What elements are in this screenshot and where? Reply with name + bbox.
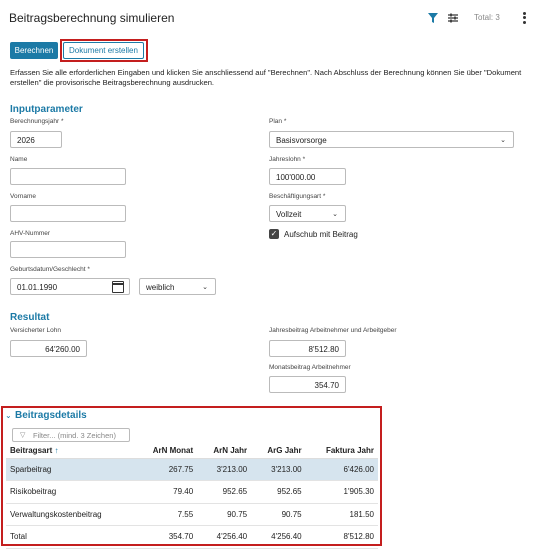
- plan-value: Basisvorsorge: [276, 136, 327, 145]
- table-row-total[interactable]: Total 354.70 4'256.40 4'256.40 8'512.80: [6, 525, 378, 549]
- insured-label: Versicherter Lohn: [10, 327, 61, 334]
- sort-arrow-icon: ↑: [54, 445, 59, 455]
- employment-label: Beschäftigungsart *: [269, 193, 326, 200]
- table-row[interactable]: Sparbeitrag 267.75 3'213.00 3'213.00 6'4…: [6, 458, 378, 481]
- table-header-row: Beitragsart ↑ ArN Monat ArN Jahr ArG Jah…: [6, 443, 378, 459]
- table-cell: 952.65: [251, 480, 306, 504]
- chevron-down-icon: ⌄: [332, 211, 338, 218]
- birthdate-value: 01.01.1990: [17, 283, 58, 292]
- deferral-label: Aufschub mit Beitrag: [284, 230, 358, 239]
- table-cell: 267.75: [134, 458, 198, 481]
- column-header[interactable]: ArN Monat: [134, 443, 198, 459]
- table-cell: Sparbeitrag: [6, 458, 135, 481]
- deferral-checkbox[interactable]: ✓: [269, 229, 279, 239]
- create-document-button[interactable]: Dokument erstellen: [63, 42, 144, 59]
- collapse-chevron-icon[interactable]: ⌄: [5, 411, 12, 420]
- table-cell: 3'213.00: [197, 458, 252, 481]
- details-table: Beitragsart ↑ ArN Monat ArN Jahr ArG Jah…: [6, 443, 378, 549]
- plan-select[interactable]: Basisvorsorge ⌄: [269, 131, 514, 148]
- filter-icon: ▽: [20, 432, 26, 439]
- table-row[interactable]: Verwaltungskostenbeitrag 7.55 90.75 90.7…: [6, 503, 378, 526]
- table-cell: 6'426.00: [305, 458, 378, 481]
- table-cell: Total: [6, 525, 135, 549]
- page-title: Beitragsberechnung simulieren: [9, 11, 175, 25]
- table-cell: 181.50: [305, 503, 378, 526]
- intro-text: Erfassen Sie alle erforderlichen Eingabe…: [10, 68, 522, 87]
- calendar-icon[interactable]: [112, 281, 124, 293]
- column-header[interactable]: ArN Jahr: [197, 443, 252, 459]
- firstname-input[interactable]: [10, 205, 126, 222]
- insured-salary-field: 64'260.00: [10, 340, 87, 357]
- filter-icon[interactable]: [426, 11, 440, 25]
- table-cell: 90.75: [197, 503, 252, 526]
- monthly-contribution-field: 354.70: [269, 376, 346, 393]
- plan-label: Plan *: [269, 118, 287, 125]
- header-bar: Beitragsberechnung simulieren Total: 3: [0, 0, 537, 36]
- table-cell: 1'905.30: [305, 480, 378, 504]
- details-section-title[interactable]: Beitragsdetails: [15, 410, 87, 421]
- filter-placeholder: Filter... (mind. 3 Zeichen): [33, 431, 116, 440]
- table-cell: 354.70: [134, 525, 198, 549]
- table-cell: Verwaltungskostenbeitrag: [6, 503, 135, 526]
- column-header[interactable]: Beitragsart ↑: [6, 443, 135, 459]
- input-section-title: Inputparameter: [10, 104, 83, 115]
- year-label: Berechnungsjahr *: [10, 118, 64, 125]
- year-input[interactable]: 2026: [10, 131, 62, 148]
- kebab-icon[interactable]: [521, 10, 527, 26]
- gender-select[interactable]: weiblich ⌄: [139, 278, 216, 295]
- table-cell: 4'256.40: [251, 525, 306, 549]
- chevron-down-icon: ⌄: [202, 284, 208, 291]
- column-header[interactable]: ArG Jahr: [251, 443, 306, 459]
- table-row[interactable]: Risikobeitrag 79.40 952.65 952.65 1'905.…: [6, 480, 378, 504]
- result-section-title: Resultat: [10, 312, 50, 323]
- table-cell: 8'512.80: [305, 525, 378, 549]
- column-header[interactable]: Faktura Jahr: [305, 443, 378, 459]
- table-cell: 3'213.00: [251, 458, 306, 481]
- table-cell: 952.65: [197, 480, 252, 504]
- table-cell: 4'256.40: [197, 525, 252, 549]
- employment-value: Vollzeit: [276, 210, 302, 219]
- chevron-down-icon: ⌄: [500, 137, 506, 144]
- calculate-button[interactable]: Berechnen: [10, 42, 58, 59]
- filter-input[interactable]: ▽ Filter... (mind. 3 Zeichen): [12, 428, 130, 442]
- birthdate-input[interactable]: 01.01.1990: [10, 278, 130, 295]
- monthly-contribution-label: Monatsbeitrag Arbeitnehmer: [269, 364, 351, 371]
- annual-contribution-field: 8'512.80: [269, 340, 346, 357]
- firstname-label: Vorname: [10, 193, 37, 200]
- total-count: Total: 3: [474, 13, 500, 22]
- salary-input[interactable]: 100'000.00: [269, 168, 346, 185]
- table-cell: 79.40: [134, 480, 198, 504]
- table-cell: Risikobeitrag: [6, 480, 135, 504]
- salary-label: Jahreslohn *: [269, 156, 306, 163]
- birth-label: Geburtsdatum/Geschlecht *: [10, 266, 90, 273]
- gender-value: weiblich: [146, 283, 175, 292]
- tune-icon[interactable]: [446, 11, 460, 25]
- table-cell: 7.55: [134, 503, 198, 526]
- name-input[interactable]: [10, 168, 126, 185]
- ahv-label: AHV-Nummer: [10, 230, 51, 237]
- name-label: Name: [10, 156, 28, 163]
- table-cell: 90.75: [251, 503, 306, 526]
- annual-contribution-label: Jahresbeitrag Arbeitnehmer und Arbeitgeb…: [269, 327, 397, 334]
- ahv-input[interactable]: [10, 241, 126, 258]
- employment-select[interactable]: Vollzeit ⌄: [269, 205, 346, 222]
